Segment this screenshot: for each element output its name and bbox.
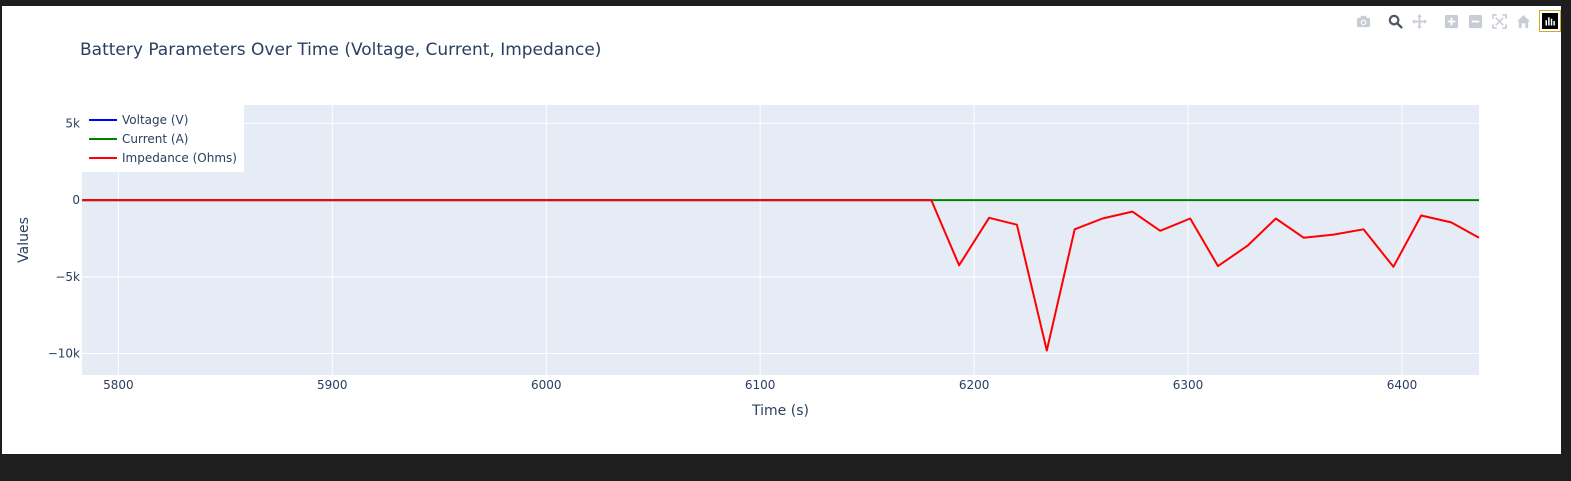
y-tick-label: −5k [55,270,80,284]
x-tick-label: 5900 [317,378,348,392]
x-tick-label: 6300 [1173,378,1204,392]
plotly-logo-icon[interactable] [1539,10,1561,32]
modebar [1351,10,1561,32]
impedance-series-line [82,199,1480,352]
x-tick-label: 6000 [531,378,562,392]
x-tick-label: 6400 [1387,378,1418,392]
camera-icon[interactable] [1351,10,1375,32]
current-legend-label[interactable]: Current (A) [122,132,188,146]
x-tick-label: 6100 [745,378,776,392]
y-tick-label: 5k [65,116,80,130]
voltage-legend-label[interactable]: Voltage (V) [122,113,188,127]
home-icon[interactable] [1511,10,1535,32]
zoom-icon[interactable] [1383,10,1407,32]
series-lines [82,199,1480,352]
x-axis-title: Time (s) [751,403,809,419]
y-tick-label: −10k [48,347,80,361]
x-axis-ticks: 5800 5900 6000 6100 6200 6300 6400 [103,378,1417,392]
chart-title: Battery Parameters Over Time (Voltage, C… [80,40,601,60]
legend[interactable]: Voltage (V) Current (A) Impedance (Ohms) [82,105,244,172]
autoscale-icon[interactable] [1487,10,1511,32]
plot-area[interactable] [82,105,1479,375]
y-axis-title: Values [16,217,32,263]
x-tick-label: 5800 [103,378,134,392]
chart-canvas: Battery Parameters Over Time (Voltage, C… [16,40,1480,419]
chart-frame: Battery Parameters Over Time (Voltage, C… [2,6,1561,454]
y-axis-ticks: 5k 0 −5k −10k [48,116,80,360]
pan-icon[interactable] [1407,10,1431,32]
y-tick-label: 0 [72,193,80,207]
impedance-legend-label[interactable]: Impedance (Ohms) [122,151,237,165]
x-tick-label: 6200 [959,378,990,392]
zoom-out-icon[interactable] [1463,10,1487,32]
zoom-in-icon[interactable] [1439,10,1463,32]
